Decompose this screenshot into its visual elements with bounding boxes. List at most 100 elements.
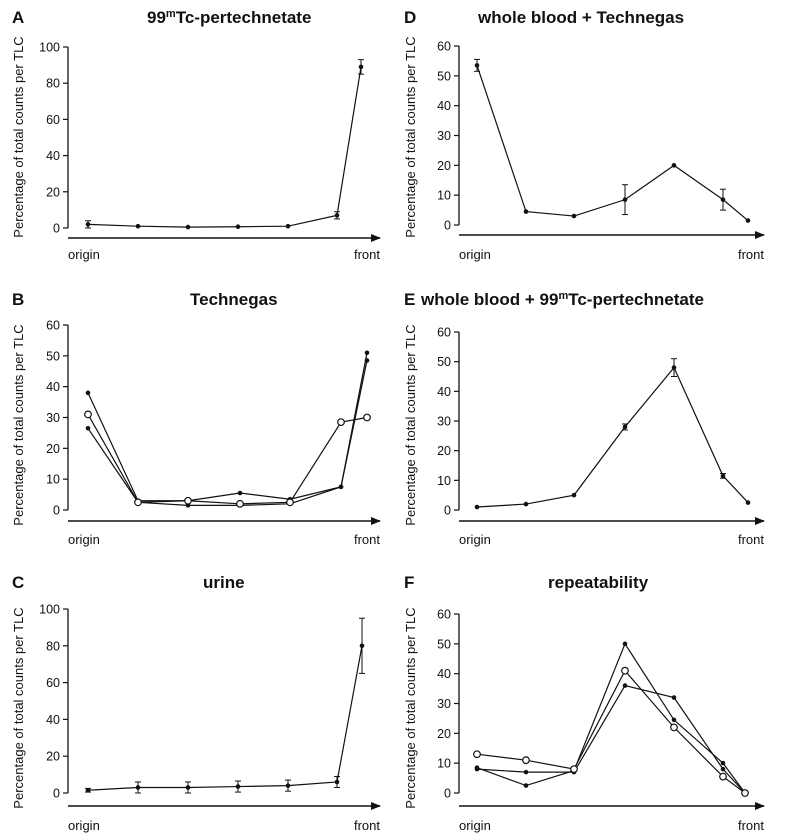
panel-f-point <box>720 760 726 766</box>
panel-e-point <box>720 473 726 479</box>
panel-e-front-label: front <box>738 532 764 547</box>
panel-f-ylabel: Percentage of total counts per TLC <box>403 607 418 808</box>
panel-a-origin-label: origin <box>68 247 100 262</box>
panel-e-y-tick-label: 20 <box>437 444 451 458</box>
panel-b-title: Technegas <box>190 290 278 309</box>
panel-d-point <box>671 163 677 168</box>
panel-d-origin-label: origin <box>459 247 491 262</box>
panel-f-point <box>474 766 480 772</box>
panel-c-origin-label: origin <box>68 818 100 833</box>
panel-b-y-tick-label: 0 <box>53 504 60 518</box>
panel-a-y-tick-label: 80 <box>46 77 60 91</box>
panel-b-point-open <box>363 413 371 422</box>
panel-b-y-tick-label: 30 <box>46 411 60 425</box>
panel-c-point <box>235 784 241 789</box>
panel-b-point-open <box>286 498 294 507</box>
panel-a-letter: A <box>12 8 24 27</box>
panel-c-point <box>185 785 191 790</box>
panel-b-ylabel: Percentage of total counts per TLC <box>11 324 26 525</box>
panel-e-y-tick-label: 40 <box>437 385 451 399</box>
panel-e-point <box>671 365 677 370</box>
panel-f-point <box>720 766 726 772</box>
panel-f-point-open <box>670 723 678 732</box>
panel-b-front-label: front <box>354 532 380 547</box>
panel-d-letter: D <box>404 8 416 27</box>
panel-a-y-tick-label: 20 <box>46 185 60 199</box>
panel-e-y-tick-label: 60 <box>437 326 451 340</box>
panel-f-point-open <box>719 772 727 781</box>
panel-d-y-tick-label: 40 <box>437 99 451 113</box>
panel-f-point-open <box>621 666 629 675</box>
panel-e-point <box>622 424 628 430</box>
panel-e-title: whole blood + 99mTc-pertechnetate <box>420 290 704 309</box>
panel-d-y-tick-label: 0 <box>444 219 451 233</box>
panel-c-point <box>85 787 91 793</box>
panel-c-letter: C <box>12 573 24 592</box>
panel-f-y-tick-label: 50 <box>437 637 451 651</box>
panel-a-point <box>285 223 291 229</box>
panel-d-ylabel: Percentage of total counts per TLC <box>403 36 418 237</box>
panel-c-y-tick-label: 20 <box>46 750 60 764</box>
panel-c-y-tick-label: 100 <box>39 603 60 617</box>
panel-f-point-open <box>570 765 578 774</box>
panel-a-point <box>185 224 191 230</box>
panel-d-point <box>523 209 529 214</box>
panel-a-title: 99mTc-pertechnetate <box>147 8 311 27</box>
panel-d-point <box>474 63 480 68</box>
panel-a-series-1-line <box>87 66 362 228</box>
panel-d-y-tick-label: 20 <box>437 159 451 173</box>
panel-e-letter: E <box>404 290 415 309</box>
panel-d-y-tick-label: 50 <box>437 69 451 83</box>
panel-c-y-tick-label: 60 <box>46 676 60 690</box>
panel-f-y-tick-label: 40 <box>437 667 451 681</box>
panel-f-series-2-line <box>476 684 746 794</box>
panel-c-y-tick-label: 0 <box>53 787 60 801</box>
panel-f-point <box>671 695 677 700</box>
panel-b-point <box>85 390 91 396</box>
panel-a-ylabel: Percentage of total counts per TLC <box>11 36 26 237</box>
panel-f-point-open <box>741 789 749 797</box>
panel-d-front-label: front <box>738 247 764 262</box>
panel-a-y-tick-label: 40 <box>46 149 60 163</box>
panel-b-point <box>338 484 344 490</box>
panel-b-point <box>85 425 91 431</box>
panel-a-point <box>334 213 340 218</box>
panel-e-origin-label: origin <box>459 532 491 547</box>
panel-a-y-tick-label: 60 <box>46 113 60 127</box>
panel-d-title: whole blood + Technegas <box>477 8 684 27</box>
panel-b-y-tick-label: 50 <box>46 349 60 363</box>
panel-c-point <box>285 783 291 788</box>
panel-a-point <box>235 224 241 230</box>
panel-f-point-open <box>473 750 481 759</box>
panel-b-origin-label: origin <box>68 532 100 547</box>
panel-e-ylabel: Percentage of total counts per TLC <box>403 324 418 525</box>
panel-d-point <box>622 197 628 202</box>
panel-a-point <box>358 64 364 70</box>
panel-e-point <box>523 501 529 507</box>
panel-b-point-open <box>84 410 92 419</box>
panel-f-y-tick-label: 0 <box>444 787 451 801</box>
panel-f-series-1-line <box>476 642 746 794</box>
panel-c-series-1-line <box>87 645 363 791</box>
panel-e-point <box>474 504 480 510</box>
panel-f-point <box>523 769 529 775</box>
panel-d-y-tick-label: 10 <box>437 189 451 203</box>
panel-f-point-open <box>522 756 530 765</box>
panel-b-point <box>237 490 243 496</box>
panel-d-y-tick-label: 30 <box>437 129 451 143</box>
panel-b-y-tick-label: 60 <box>46 319 60 333</box>
panel-f-front-label: front <box>738 818 764 833</box>
panel-b-point-open <box>236 499 244 508</box>
panel-b-series-1-line <box>87 352 368 502</box>
panel-c-point <box>359 643 365 649</box>
panel-c-y-tick-label: 80 <box>46 639 60 653</box>
panel-b-y-tick-label: 20 <box>46 442 60 456</box>
panel-a-y-tick-label: 100 <box>39 41 60 55</box>
panel-a-front-label: front <box>354 247 380 262</box>
panel-c-front-label: front <box>354 818 380 833</box>
panel-e-y-tick-label: 50 <box>437 355 451 369</box>
panel-e-point <box>745 500 751 505</box>
panel-a-y-tick-label: 0 <box>53 222 60 236</box>
panel-e-y-tick-label: 0 <box>444 504 451 518</box>
